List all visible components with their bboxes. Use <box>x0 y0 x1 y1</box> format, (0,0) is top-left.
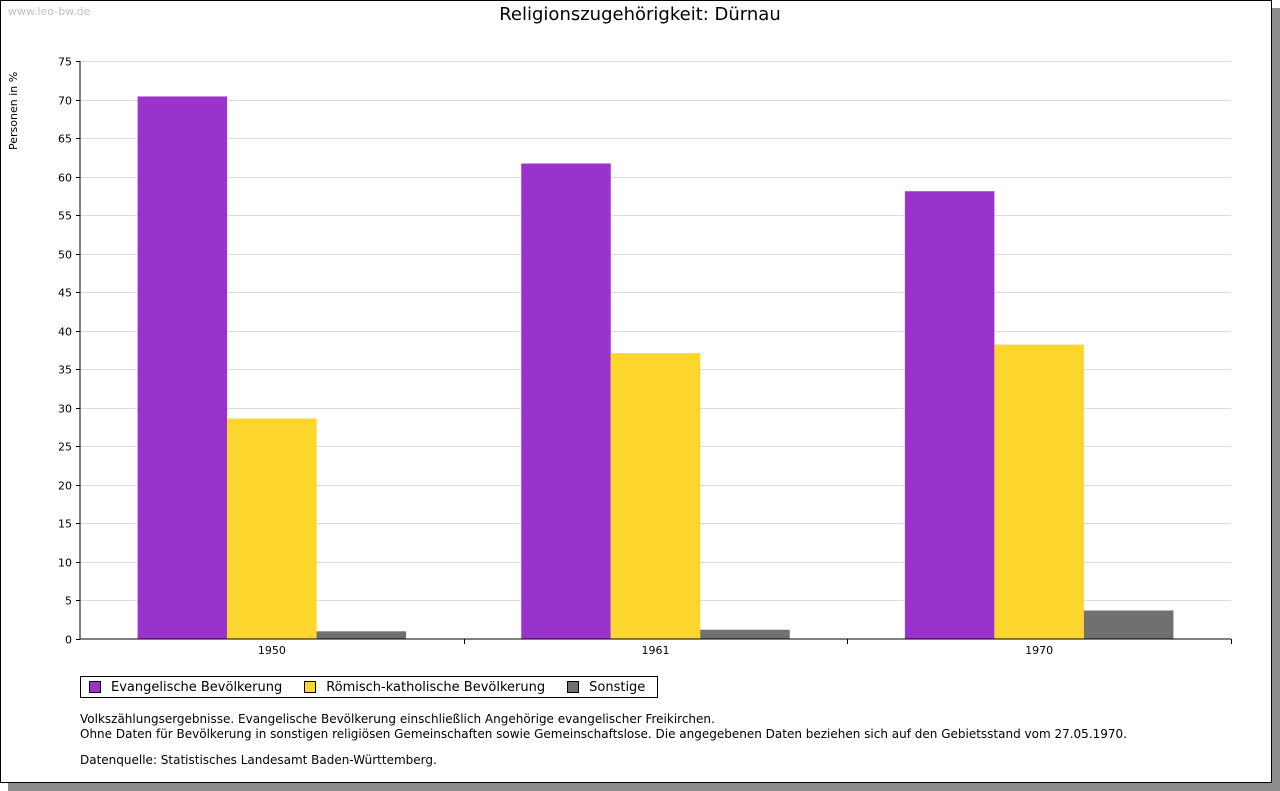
y-tick-label-10: 10 <box>58 557 72 570</box>
legend-label-katholisch: Römisch-katholische Bevölkerung <box>326 679 546 695</box>
y-tick-label-25: 25 <box>58 441 72 454</box>
y-tick-label-70: 70 <box>58 95 72 108</box>
x-tick-label-1970: 1970 <box>1025 644 1053 657</box>
y-tick-label-35: 35 <box>58 364 72 377</box>
bar-1950-sonstige <box>316 631 407 639</box>
frame-shadow-bottom <box>8 783 1280 791</box>
bar-1970-sonstige <box>1083 610 1174 639</box>
bar-1961-evangelisch <box>521 163 611 640</box>
y-tick-label-50: 50 <box>58 249 72 262</box>
bar-1961-katholisch <box>610 353 701 639</box>
watermark: www.leo-bw.de <box>8 5 91 18</box>
y-axis-label: Personen in % <box>7 72 20 150</box>
frame-shadow-right <box>1272 8 1280 791</box>
y-tick-label-30: 30 <box>58 403 72 416</box>
bar-1950-evangelisch <box>137 96 228 639</box>
data-source: Datenquelle: Statistisches Landesamt Bad… <box>80 753 437 767</box>
y-tick-label-65: 65 <box>58 133 72 146</box>
bar-1970-katholisch <box>994 344 1084 639</box>
legend-swatch-evangelisch <box>89 681 101 693</box>
legend-item-katholisch: Römisch-katholische Bevölkerung <box>304 680 545 695</box>
y-tick-label-45: 45 <box>58 287 72 300</box>
bars <box>137 96 1174 640</box>
y-tick-label-5: 5 <box>65 595 72 608</box>
y-tick-label-60: 60 <box>58 172 72 185</box>
footnotes: Volkszählungsergebnisse. Evangelische Be… <box>80 712 1127 768</box>
legend-label-evangelisch: Evangelische Bevölkerung <box>111 679 283 695</box>
bar-1950-katholisch <box>227 418 317 639</box>
legend-label-sonstige: Sonstige <box>589 679 646 695</box>
bar-1961-sonstige <box>700 629 790 639</box>
x-ticks: 1950 1961 1970 <box>258 639 1232 657</box>
y-ticks: 0 5 10 15 20 25 30 35 40 45 50 55 60 65 70 75 <box>58 56 80 647</box>
footnote-gap <box>80 742 1127 753</box>
legend-item-evangelisch: Evangelische Bevölkerung <box>89 680 282 695</box>
chart-title: Religionszugehörigkeit: Dürnau <box>499 4 781 25</box>
x-tick-label-1961: 1961 <box>642 644 670 657</box>
y-tick-label-40: 40 <box>58 326 72 339</box>
footnote-line-2: Ohne Daten für Bevölkerung in sonstigen … <box>80 727 1127 741</box>
bar-1970-evangelisch <box>904 191 995 639</box>
legend-item-sonstige: Sonstige <box>567 680 645 695</box>
legend: Evangelische Bevölkerung Römisch-katholi… <box>80 676 659 698</box>
y-tick-label-75: 75 <box>58 56 72 69</box>
axes <box>79 61 1231 640</box>
x-tick-label-1950: 1950 <box>258 644 286 657</box>
legend-swatch-katholisch <box>304 681 317 693</box>
y-tick-label-0: 0 <box>65 634 72 647</box>
y-tick-label-15: 15 <box>58 518 72 531</box>
footnote-line-1: Volkszählungsergebnisse. Evangelische Be… <box>80 712 715 726</box>
y-tick-label-55: 55 <box>58 210 72 223</box>
y-tick-label-20: 20 <box>58 480 72 493</box>
legend-swatch-sonstige <box>567 681 580 693</box>
